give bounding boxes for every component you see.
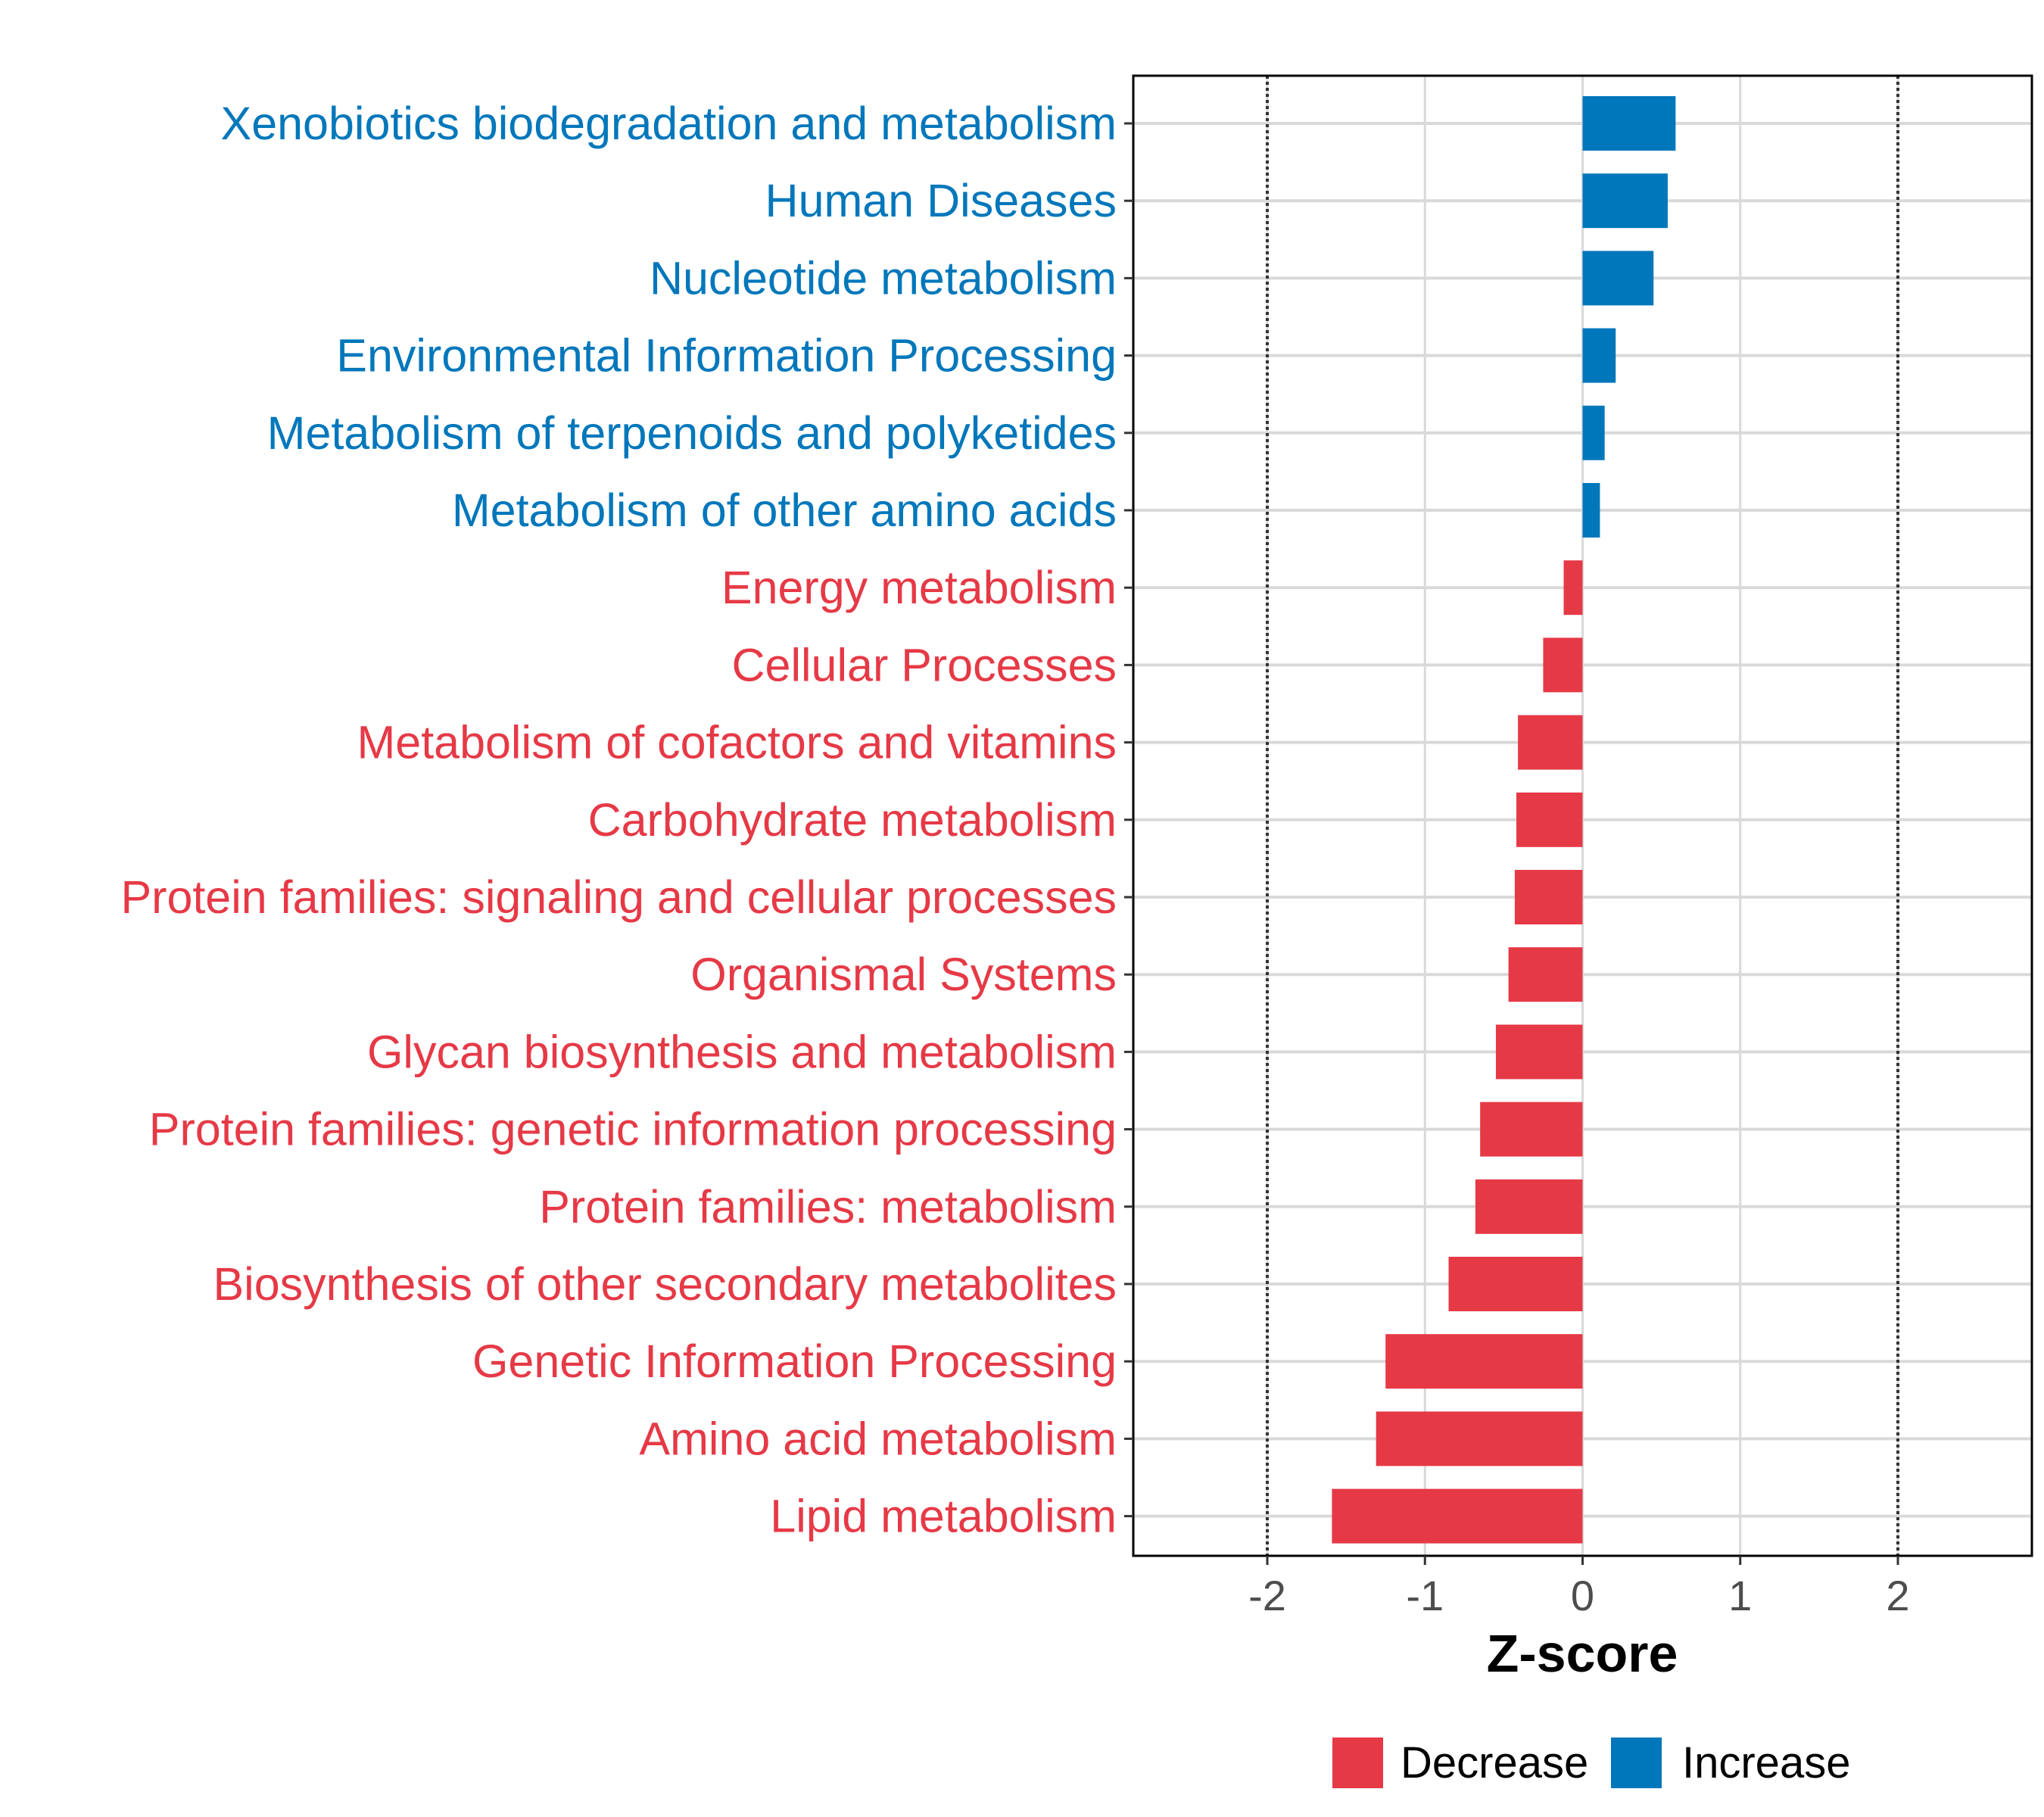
category-label: Protein families: genetic information pr… (149, 1104, 1117, 1155)
category-label: Environmental Information Processing (336, 330, 1117, 382)
category-label: Carbohydrate metabolism (588, 794, 1117, 846)
bar (1514, 870, 1583, 924)
legend-swatch-increase (1611, 1738, 1662, 1788)
x-axis-title: Z-score (1487, 1624, 1678, 1683)
bar (1582, 405, 1605, 460)
x-tick-label: 0 (1571, 1572, 1594, 1619)
category-label: Protein families: signaling and cellular… (120, 871, 1117, 923)
category-label: Biosynthesis of other secondary metaboli… (213, 1258, 1117, 1310)
category-label: Xenobiotics biodegradation and metabolis… (221, 98, 1117, 149)
bar (1582, 173, 1668, 229)
bar (1495, 1024, 1583, 1080)
legend-swatch-decrease (1332, 1738, 1383, 1788)
category-label: Genetic Information Processing (472, 1335, 1117, 1387)
category-label: Metabolism of terpenoids and polyketides (267, 407, 1117, 459)
category-label: Protein families: metabolism (539, 1181, 1117, 1233)
bar (1448, 1257, 1583, 1311)
category-label: Organismal Systems (690, 949, 1117, 1000)
bar (1582, 483, 1600, 538)
category-label: Cellular Processes (731, 639, 1117, 690)
reference-lines (1266, 76, 1899, 1556)
bar (1582, 328, 1616, 383)
category-label: Human Diseases (765, 175, 1117, 226)
x-axis-ticks: -2 -1 0 1 2 (1248, 1556, 1910, 1619)
bar (1480, 1102, 1583, 1157)
bar (1543, 637, 1583, 693)
bars (1332, 96, 1676, 1544)
bar (1332, 1488, 1583, 1544)
bar (1376, 1411, 1583, 1466)
bar (1385, 1334, 1583, 1389)
bar (1518, 715, 1583, 770)
x-tick-label: -1 (1406, 1572, 1444, 1619)
y-axis-ticks (1124, 122, 1133, 1518)
bar (1508, 947, 1583, 1002)
x-tick-label: 2 (1886, 1572, 1909, 1619)
bar (1475, 1179, 1583, 1234)
legend-label-increase: Increase (1682, 1738, 1850, 1787)
x-tick-label: -2 (1248, 1572, 1286, 1619)
category-label: Energy metabolism (721, 562, 1117, 613)
x-tick-label: 1 (1728, 1572, 1752, 1619)
category-label: Amino acid metabolism (639, 1413, 1117, 1464)
bar (1582, 96, 1676, 151)
category-label: Nucleotide metabolism (650, 252, 1117, 304)
category-label: Metabolism of other amino acids (452, 485, 1117, 536)
category-label: Lipid metabolism (770, 1491, 1117, 1542)
legend-label-decrease: Decrease (1401, 1738, 1588, 1787)
category-label: Glycan biosynthesis and metabolism (367, 1026, 1117, 1077)
bar (1563, 560, 1583, 616)
bar (1582, 251, 1654, 306)
legend: Decrease Increase (1332, 1738, 1850, 1788)
category-label: Metabolism of cofactors and vitamins (357, 717, 1117, 768)
category-labels: Xenobiotics biodegradation and metabolis… (120, 98, 1117, 1542)
bar (1516, 792, 1583, 847)
